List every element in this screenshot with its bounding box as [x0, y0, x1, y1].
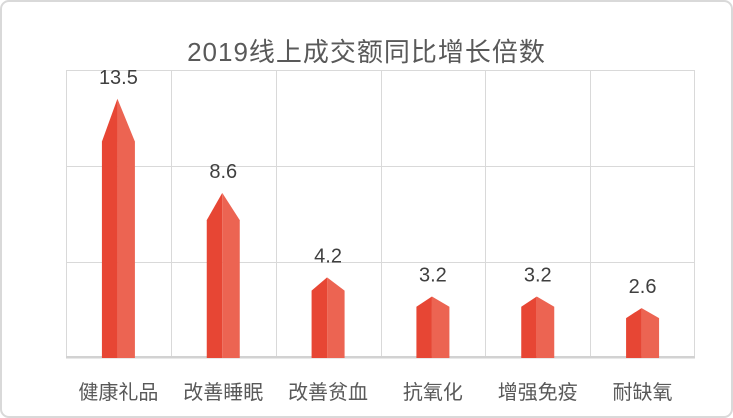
bar-left-face	[206, 192, 223, 358]
x-axis-label: 改善睡眠	[183, 382, 264, 404]
bar-left-face	[626, 308, 642, 358]
bar-left-face	[101, 98, 118, 359]
bar-right-face	[536, 296, 555, 358]
chart-title: 2019线上成交额同比增长倍数	[187, 37, 546, 67]
data-label: 3.2	[524, 265, 552, 287]
x-axis-labels: 健康礼品 改善睡眠 改善贫血 抗氧化 增强免疫 耐缺氧	[66, 376, 695, 405]
bar-right-face	[117, 98, 135, 359]
plot-area: 13.5 8.6 4.2 3.2 3.2 2.6	[66, 67, 695, 359]
data-label: 3.2	[419, 265, 447, 287]
data-label: 2.6	[629, 276, 657, 298]
x-axis-label: 健康礼品	[78, 382, 159, 404]
bar-left-face	[521, 296, 537, 358]
bar-left-face	[416, 296, 432, 358]
data-label: 4.2	[314, 245, 342, 267]
x-axis-label: 改善贫血	[288, 382, 369, 404]
data-label: 13.5	[99, 67, 138, 89]
bar-right-face	[222, 192, 240, 358]
bar-right-face	[327, 277, 345, 358]
data-label: 8.6	[209, 161, 237, 183]
bar-right-face	[431, 296, 450, 358]
bar-left-face	[311, 277, 328, 358]
x-axis-label: 抗氧化	[402, 382, 463, 404]
x-axis-label: 耐缺氧	[612, 382, 673, 404]
bar-right-face	[641, 308, 660, 358]
x-axis-label: 增强免疫	[497, 382, 578, 404]
